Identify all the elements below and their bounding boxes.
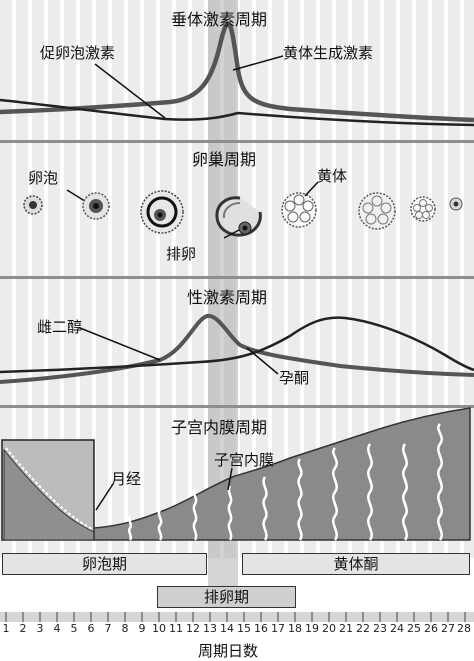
estradiol-label: 雌二醇 (37, 318, 83, 336)
day-label: 5 (70, 622, 78, 635)
panel-separator (0, 276, 474, 279)
day-ticks (5, 612, 466, 622)
day-label: 18 (288, 622, 302, 635)
progesterone-curve (0, 316, 474, 374)
pituitary-title: 垂体激素周期 (171, 10, 268, 29)
endometrium-shape (93, 407, 471, 541)
day-label: 2 (19, 622, 27, 635)
day-label: 25 (407, 622, 421, 635)
day-label: 7 (104, 622, 112, 635)
day-label: 22 (356, 622, 370, 635)
panel-separator (0, 405, 474, 408)
ovulated-oocyte (238, 221, 252, 235)
day-label: 17 (271, 622, 285, 635)
lh-leader-line (232, 55, 284, 71)
estradiol-leader-line (79, 327, 161, 361)
follicular-phase-bar: 卵泡期 (2, 553, 207, 575)
follicle-stage-1 (23, 195, 43, 215)
progesterone-leader-line (246, 347, 279, 375)
day-label: 14 (220, 622, 234, 635)
sex-hormone-title: 性激素周期 (187, 288, 268, 307)
day-label: 21 (339, 622, 353, 635)
corpus-albicans (410, 196, 436, 222)
day-label: 4 (53, 622, 61, 635)
follicle-label: 卵泡 (28, 169, 59, 187)
panel-separator (0, 140, 474, 143)
shed-endometrium-edge (5, 447, 95, 531)
day-label: 16 (254, 622, 268, 635)
ovarian-title: 卵巢周期 (192, 150, 257, 169)
day-label: 8 (121, 622, 129, 635)
follicle-stage-2 (82, 192, 110, 220)
endometrial-title: 子宫内膜周期 (171, 418, 268, 437)
fsh-curve (0, 98, 474, 127)
endometrial-glands (127, 423, 443, 541)
menses-leader-line (95, 483, 114, 511)
day-label: 19 (305, 622, 319, 635)
lh-label: 黄体生成激素 (283, 44, 374, 62)
lh-curve (0, 21, 474, 123)
day-label: 12 (186, 622, 200, 635)
day-label: 20 (322, 622, 336, 635)
day-ruler (0, 612, 474, 622)
corpus-luteum-2 (358, 192, 396, 230)
corpus-luteum-1 (281, 192, 317, 228)
axis-title: 周期日数 (198, 642, 259, 660)
ovulation-label: 排卵 (166, 245, 197, 263)
menses-label: 月经 (111, 470, 142, 488)
day-label: 15 (237, 622, 251, 635)
luteal-phase-bar: 黄体酮 (242, 553, 470, 575)
ovulatory-phase-bar: 排卵期 (157, 586, 296, 608)
endometrium-label: 子宫内膜 (214, 451, 275, 469)
day-label: 9 (138, 622, 146, 635)
corpus-luteum-leader-line (304, 181, 319, 197)
endometrium-leader-line (227, 467, 233, 491)
fsh-label: 促卵泡激素 (40, 44, 116, 62)
day-label: 11 (169, 622, 183, 635)
ovulation-leader-line (223, 229, 240, 239)
corpus-luteum-label: 黄体 (317, 167, 348, 185)
day-label: 24 (390, 622, 404, 635)
day-label: 26 (424, 622, 438, 635)
day-label: 28 (457, 622, 471, 635)
fsh-leader-line (94, 63, 166, 119)
progesterone-label: 孕酮 (279, 369, 310, 387)
day-label: 23 (373, 622, 387, 635)
day-label: 27 (441, 622, 455, 635)
ovulation-band-hormone (208, 279, 238, 405)
follicle-stage-3 (140, 190, 184, 234)
day-label: 10 (152, 622, 166, 635)
day-label: 6 (87, 622, 95, 635)
day-label: 3 (36, 622, 44, 635)
corpus-remnant (449, 197, 463, 211)
day-label: 1 (2, 622, 10, 635)
day-label: 13 (203, 622, 217, 635)
